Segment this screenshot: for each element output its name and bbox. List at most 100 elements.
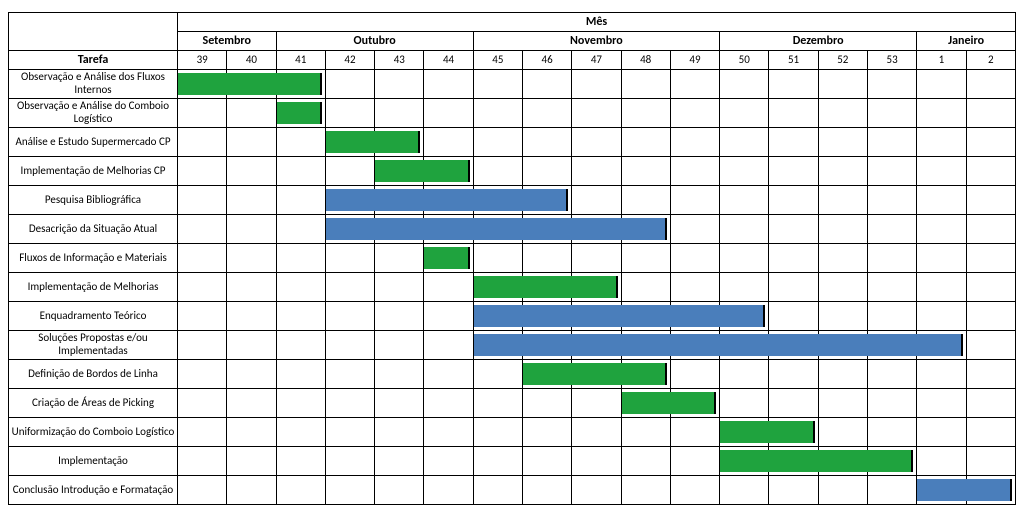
gantt-bar — [621, 363, 667, 385]
table-row: Conclusão Introdução e Formatação — [9, 476, 1016, 505]
gantt-cell — [227, 99, 276, 128]
table-row: Observação e Análise dos Fluxos Internos — [9, 70, 1016, 99]
gantt-cell — [670, 186, 719, 215]
gantt-cell — [720, 331, 769, 360]
gantt-cell — [572, 99, 621, 128]
header-week: 41 — [276, 51, 325, 70]
gantt-cell — [375, 128, 424, 157]
gantt-cell — [621, 128, 670, 157]
gantt-cell — [572, 157, 621, 186]
gantt-bar — [571, 276, 617, 298]
gantt-cell — [769, 99, 818, 128]
gantt-bar — [522, 276, 572, 298]
gantt-bar — [474, 334, 523, 356]
task-label: Soluções Propostas e/ou Implementadas — [9, 331, 178, 360]
gantt-cell — [522, 273, 571, 302]
gantt-cell — [178, 331, 227, 360]
table-row: Criação de Áreas de Picking — [9, 389, 1016, 418]
gantt-cell — [917, 360, 966, 389]
gantt-cell — [818, 360, 867, 389]
gantt-cell — [818, 186, 867, 215]
gantt-cell — [670, 128, 719, 157]
gantt-bar — [720, 421, 769, 443]
gantt-cell — [473, 389, 522, 418]
gantt-bar — [326, 131, 375, 153]
gantt-cell — [424, 447, 473, 476]
gantt-cell — [375, 273, 424, 302]
gantt-cell — [522, 418, 571, 447]
gantt-cell — [621, 476, 670, 505]
gantt-cell — [572, 128, 621, 157]
gantt-cell — [670, 331, 719, 360]
gantt-bar — [522, 189, 568, 211]
gantt-cell — [818, 331, 867, 360]
gantt-bar — [670, 305, 720, 327]
gantt-cell — [621, 70, 670, 99]
gantt-cell — [473, 244, 522, 273]
gantt-cell — [276, 447, 325, 476]
gantt-cell — [227, 244, 276, 273]
gantt-cell — [424, 273, 473, 302]
gantt-bar — [720, 450, 769, 472]
gantt-cell — [917, 128, 966, 157]
table-row: Definição de Bordos de Linha — [9, 360, 1016, 389]
gantt-cell — [375, 215, 424, 244]
gantt-cell — [818, 244, 867, 273]
gantt-bar — [474, 276, 523, 298]
gantt-cell — [720, 128, 769, 157]
gantt-cell — [375, 70, 424, 99]
task-label: Implementação de Melhorias — [9, 273, 178, 302]
header-month: Janeiro — [917, 32, 1016, 51]
gantt-cell — [572, 389, 621, 418]
gantt-cell — [424, 157, 473, 186]
gantt-cell — [966, 331, 1016, 360]
gantt-cell — [522, 244, 571, 273]
gantt-cell — [720, 70, 769, 99]
gantt-cell — [621, 447, 670, 476]
gantt-cell — [276, 389, 325, 418]
gantt-cell — [473, 331, 522, 360]
gantt-cell — [375, 476, 424, 505]
task-label: Implementação de Melhorias CP — [9, 157, 178, 186]
gantt-cell — [769, 418, 818, 447]
gantt-cell — [473, 476, 522, 505]
gantt-cell — [720, 302, 769, 331]
gantt-cell — [670, 70, 719, 99]
table-row: Pesquisa Bibliográfica — [9, 186, 1016, 215]
gantt-cell — [572, 447, 621, 476]
task-label: Desacrição da Situação Atual — [9, 215, 178, 244]
gantt-cell — [720, 360, 769, 389]
gantt-cell — [424, 418, 473, 447]
gantt-cell — [473, 447, 522, 476]
gantt-cell — [966, 244, 1016, 273]
gantt-cell — [276, 244, 325, 273]
gantt-cell — [522, 360, 571, 389]
gantt-cell — [818, 273, 867, 302]
header-week: 44 — [424, 51, 473, 70]
gantt-cell — [769, 331, 818, 360]
gantt-bar — [571, 334, 621, 356]
header-tarefa: Tarefa — [9, 51, 178, 70]
gantt-cell — [375, 99, 424, 128]
gantt-cell — [621, 302, 670, 331]
task-label: Enquadramento Teórico — [9, 302, 178, 331]
table-row: Implementação — [9, 447, 1016, 476]
gantt-cell — [769, 447, 818, 476]
gantt-bar — [917, 479, 966, 501]
gantt-cell — [276, 70, 325, 99]
header-week: 46 — [522, 51, 571, 70]
gantt-cell — [227, 273, 276, 302]
gantt-cell — [670, 360, 719, 389]
gantt-cell — [424, 128, 473, 157]
gantt-cell — [227, 360, 276, 389]
gantt-bar — [768, 421, 814, 443]
gantt-cell — [867, 215, 916, 244]
gantt-cell — [325, 476, 374, 505]
gantt-cell — [572, 331, 621, 360]
gantt-cell — [375, 244, 424, 273]
gantt-cell — [917, 389, 966, 418]
gantt-cell — [424, 99, 473, 128]
gantt-cell — [325, 447, 374, 476]
gantt-bar — [423, 160, 469, 182]
gantt-cell — [867, 418, 916, 447]
